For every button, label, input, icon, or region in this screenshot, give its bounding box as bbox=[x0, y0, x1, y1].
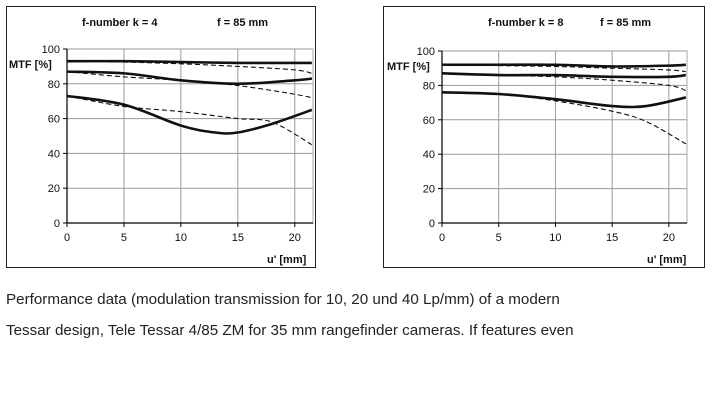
y-tick-label: 80 bbox=[423, 80, 435, 92]
mtf-curve-solid bbox=[441, 90, 687, 109]
y-tick-label: 0 bbox=[54, 218, 60, 230]
mtf-curve-dashed bbox=[441, 72, 687, 92]
x-axis-label: u' [mm] bbox=[647, 254, 687, 266]
chart-header-focal-length: f = 85 mm bbox=[600, 17, 652, 29]
y-tick-label: 20 bbox=[423, 184, 435, 196]
mtf-curve-dashed bbox=[441, 64, 686, 73]
x-axis-label: u' [mm] bbox=[267, 254, 307, 266]
x-tick-label: 10 bbox=[549, 232, 561, 244]
y-tick-label: 100 bbox=[417, 46, 435, 58]
mtf-curve-solid bbox=[442, 63, 686, 68]
y-axis-label: MTF [%] bbox=[387, 61, 430, 73]
x-tick-label: 0 bbox=[439, 232, 445, 244]
x-tick-label: 0 bbox=[64, 232, 70, 244]
chart-header-focal-length: f = 85 mm bbox=[217, 17, 269, 29]
x-tick-label: 10 bbox=[175, 232, 187, 244]
mtf-chart-k8: f-number k = 8 f = 85 mm MTF [%] u' [mm]… bbox=[383, 6, 705, 268]
mtf-chart-k4: f-number k = 4 f = 85 mm MTF [%] u' [mm]… bbox=[6, 6, 316, 268]
mtf-curve-solid bbox=[66, 70, 313, 86]
mtf-curve-dashed bbox=[441, 91, 687, 145]
y-tick-label: 60 bbox=[423, 115, 435, 127]
x-tick-label: 15 bbox=[232, 232, 244, 244]
mtf-curve-dashed bbox=[66, 71, 312, 99]
chart-header-fnumber: f-number k = 4 bbox=[82, 17, 158, 29]
mtf-curve-dashed bbox=[66, 60, 312, 74]
plot-area bbox=[66, 48, 314, 224]
mtf-plot-k8: 0 20 40 60 80 100 0 5 10 15 20 bbox=[417, 46, 688, 244]
y-tick-label: 40 bbox=[423, 149, 435, 161]
x-tick-label: 20 bbox=[663, 232, 675, 244]
x-tick-label: 15 bbox=[606, 232, 618, 244]
y-tick-label: 100 bbox=[42, 44, 60, 56]
mtf-curve-dashed bbox=[66, 95, 313, 146]
y-tick-label: 0 bbox=[429, 218, 435, 230]
y-tick-label: 40 bbox=[48, 148, 60, 160]
x-tick-label: 20 bbox=[289, 232, 301, 244]
mtf-curve-solid bbox=[66, 59, 312, 65]
mtf-curve-solid bbox=[441, 72, 687, 79]
x-tick-label: 5 bbox=[496, 232, 502, 244]
x-tick-label: 5 bbox=[121, 232, 127, 244]
y-axis-label: MTF [%] bbox=[9, 59, 52, 71]
y-tick-label: 80 bbox=[48, 79, 60, 91]
figure-caption-line-1: Performance data (modulation transmissio… bbox=[6, 291, 560, 308]
chart-header-fnumber: f-number k = 8 bbox=[488, 17, 564, 29]
mtf-curve-solid bbox=[66, 94, 313, 135]
figure-caption-line-2: Tessar design, Tele Tessar 4/85 ZM for 3… bbox=[6, 322, 574, 339]
mtf-plot-k4: 0 20 40 60 80 100 0 5 10 15 20 bbox=[42, 44, 314, 244]
y-tick-label: 60 bbox=[48, 114, 60, 126]
y-tick-label: 20 bbox=[48, 183, 60, 195]
